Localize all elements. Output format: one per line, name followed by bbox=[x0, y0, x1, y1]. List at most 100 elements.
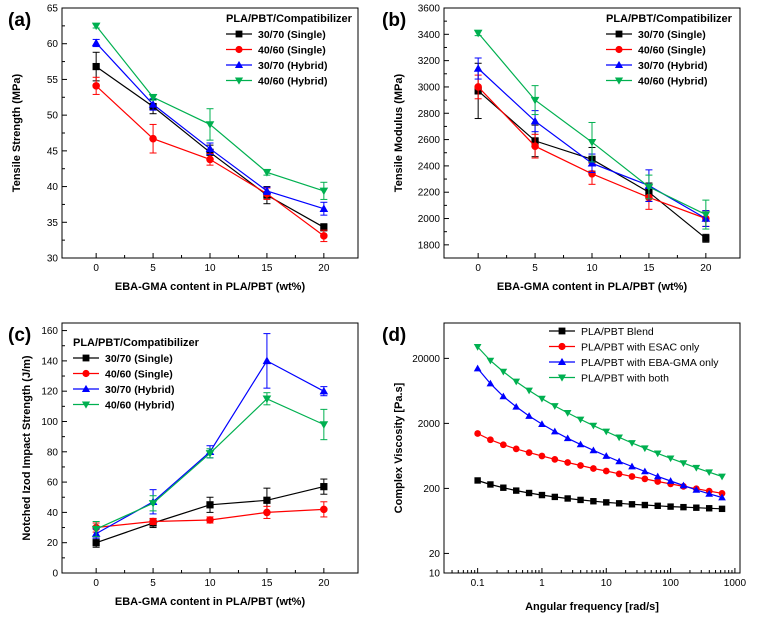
data-point bbox=[603, 499, 610, 506]
data-point bbox=[577, 496, 584, 504]
y-axis-title: Notched Izod Impact Strength (J/m) bbox=[21, 355, 33, 541]
chart-panel-2: (b) 0 5 10 15 20 1800 2000 2200 2400 2600 2800 3000 3… bbox=[382, 4, 741, 293]
data-point bbox=[473, 29, 483, 38]
y-tick-label: 60 bbox=[47, 478, 59, 489]
data-point bbox=[679, 460, 688, 467]
x-axis-title: EBA-GMA content in PLA/PBT (wt%) bbox=[115, 281, 306, 293]
x-tick-label: 10 bbox=[204, 578, 216, 589]
data-point bbox=[149, 134, 157, 143]
x-tick-label: 20 bbox=[318, 578, 330, 589]
legend-marker bbox=[558, 342, 566, 351]
y-tick-label: 60 bbox=[47, 39, 59, 50]
series-40-60-single- bbox=[92, 76, 328, 243]
data-point bbox=[564, 459, 572, 466]
x-axis-title: EBA-GMA content in PLA/PBT (wt%) bbox=[115, 596, 306, 608]
legend-marker bbox=[82, 369, 90, 378]
y-tick-label: 1800 bbox=[418, 240, 441, 251]
data-point bbox=[499, 368, 508, 376]
data-point bbox=[576, 416, 585, 424]
data-point bbox=[563, 410, 572, 417]
data-point bbox=[654, 502, 661, 510]
panel-label: (d) bbox=[382, 325, 406, 346]
y-tick-label: 10 bbox=[429, 569, 441, 580]
data-point bbox=[702, 234, 710, 242]
legend-label: 40/60 (Hybrid) bbox=[638, 76, 707, 88]
legend: PLA/PBT/Compatibilizer 30/70 (Single) 40/6… bbox=[73, 337, 200, 412]
data-point bbox=[551, 493, 559, 501]
series-30-70-hybrid- bbox=[91, 38, 329, 216]
legend: PLA/PBT/Compatibilizer 30/70 (Single) 40/6… bbox=[226, 13, 353, 88]
data-point bbox=[705, 490, 714, 497]
data-point bbox=[679, 481, 688, 489]
data-point bbox=[91, 38, 101, 47]
legend-marker bbox=[82, 354, 90, 362]
data-point bbox=[487, 481, 494, 488]
y-axis-title: Complex Viscosity [Pa.s] bbox=[393, 382, 405, 513]
legend-label: 30/70 (Single) bbox=[258, 29, 326, 41]
y-tick-label: 3200 bbox=[418, 56, 441, 67]
legend-label: PLA/PBT with EBA-GMA only bbox=[581, 357, 719, 369]
legend-marker bbox=[614, 77, 624, 85]
x-tick-label: 5 bbox=[150, 578, 156, 589]
data-point bbox=[564, 495, 571, 502]
data-point bbox=[149, 517, 157, 526]
data-point bbox=[319, 386, 329, 395]
legend-label: PLA/PBT with both bbox=[581, 373, 669, 385]
data-point bbox=[718, 505, 726, 513]
legend-label: 30/70 (Hybrid) bbox=[258, 60, 327, 72]
legend-marker bbox=[558, 327, 566, 335]
legend-title: PLA/PBT/Compatibilizer bbox=[606, 13, 733, 25]
y-axis-title: Tensile Strength (MPa) bbox=[11, 73, 23, 192]
x-tick-label: 1000 bbox=[724, 578, 747, 589]
data-point bbox=[602, 428, 611, 436]
data-point bbox=[262, 356, 272, 365]
data-point bbox=[262, 186, 272, 195]
data-point bbox=[641, 467, 649, 475]
series-40-60-hybrid- bbox=[473, 29, 711, 230]
data-point bbox=[512, 378, 521, 386]
data-point bbox=[148, 500, 158, 508]
x-tick-label: 0 bbox=[93, 263, 99, 274]
y-axis-title: Tensile Modulus (MPa) bbox=[393, 73, 405, 192]
legend-title: PLA/PBT/Compatibilizer bbox=[226, 13, 353, 25]
y-tick-label: 45 bbox=[47, 146, 59, 157]
x-tick-label: 15 bbox=[643, 263, 655, 274]
data-point bbox=[319, 187, 329, 196]
data-point bbox=[91, 22, 101, 31]
data-point bbox=[92, 539, 100, 547]
x-tick-label: 10 bbox=[204, 263, 216, 274]
data-point bbox=[641, 445, 649, 453]
data-point bbox=[525, 489, 533, 497]
y-tick-label: 100 bbox=[41, 417, 58, 428]
series-40-60-hybrid- bbox=[91, 22, 329, 200]
data-point bbox=[92, 62, 100, 71]
data-point bbox=[577, 462, 584, 469]
data-point bbox=[550, 427, 559, 435]
data-point bbox=[588, 170, 596, 178]
data-point bbox=[262, 169, 272, 177]
x-tick-label: 0 bbox=[475, 263, 481, 274]
panel-label: (a) bbox=[8, 10, 31, 31]
x-tick-label: 15 bbox=[261, 578, 273, 589]
y-tick-label: 3600 bbox=[418, 4, 441, 15]
panel-label: (b) bbox=[382, 10, 406, 31]
data-point bbox=[499, 392, 508, 400]
y-tick-label: 0 bbox=[52, 569, 58, 580]
data-point bbox=[718, 489, 726, 497]
data-point bbox=[206, 516, 214, 524]
data-point bbox=[615, 457, 623, 465]
data-point bbox=[512, 402, 521, 410]
data-point bbox=[512, 445, 520, 453]
y-tick-label: 200 bbox=[423, 484, 440, 495]
data-point bbox=[666, 477, 675, 484]
y-tick-label: 2200 bbox=[418, 188, 441, 199]
legend-label: 30/70 (Single) bbox=[105, 353, 173, 365]
data-point bbox=[538, 491, 546, 499]
legend-label: 40/60 (Single) bbox=[638, 45, 706, 57]
legend: PLA/PBT/Compatibilizer 30/70 (Single) 40/6… bbox=[606, 13, 733, 88]
legend-label: 40/60 (Hybrid) bbox=[105, 400, 174, 412]
panel-label: (c) bbox=[8, 325, 31, 346]
y-tick-label: 160 bbox=[41, 326, 58, 337]
legend-label: 40/60 (Single) bbox=[258, 45, 326, 57]
